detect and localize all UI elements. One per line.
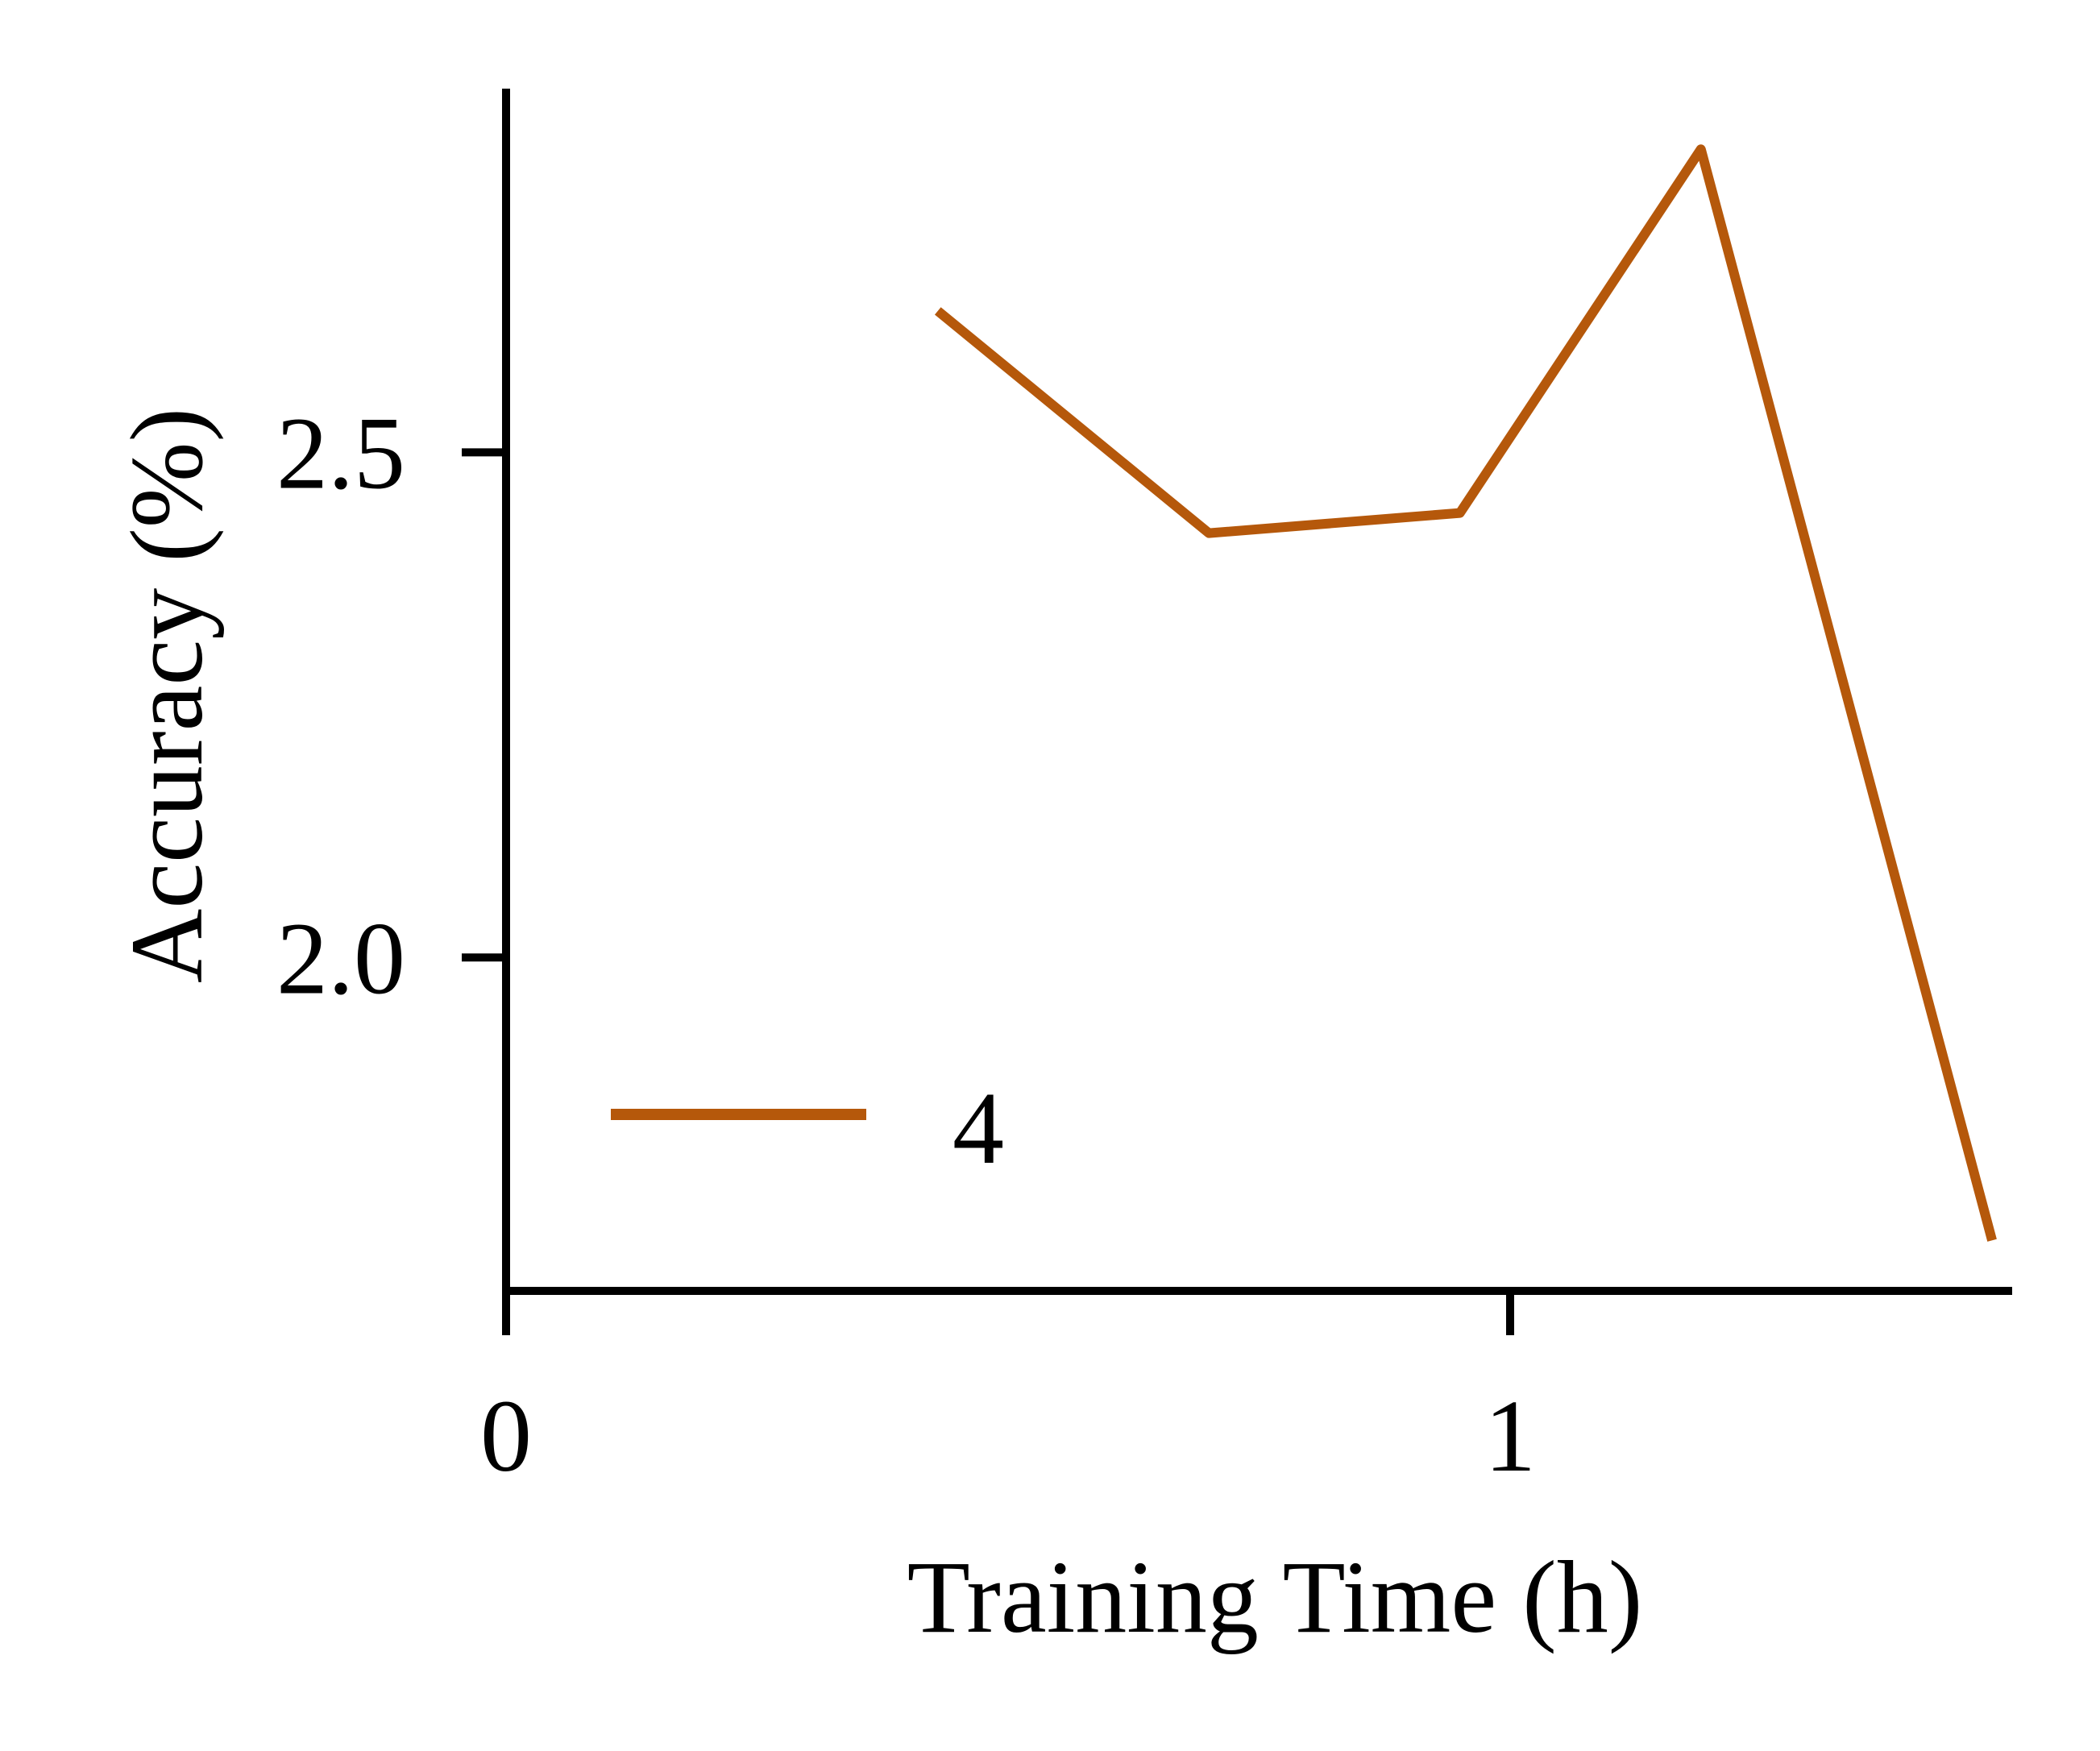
ticks: 2.0 2.5 0 1 (276, 396, 1536, 1493)
y-tick-label: 2.0 (276, 901, 405, 1015)
axes (502, 89, 2012, 1295)
y-tick-label: 2.5 (276, 396, 405, 510)
x-axis-title: Training Time (h) (907, 1540, 1643, 1654)
legend-label: 4 (952, 1071, 1004, 1185)
legend: 4 (611, 1071, 1004, 1185)
x-tick-label: 1 (1484, 1379, 1536, 1493)
x-tick-label: 0 (480, 1379, 532, 1493)
y-axis-title: Accuracy (%) (110, 408, 224, 983)
series (934, 144, 1997, 1242)
series-line (934, 144, 1997, 1242)
